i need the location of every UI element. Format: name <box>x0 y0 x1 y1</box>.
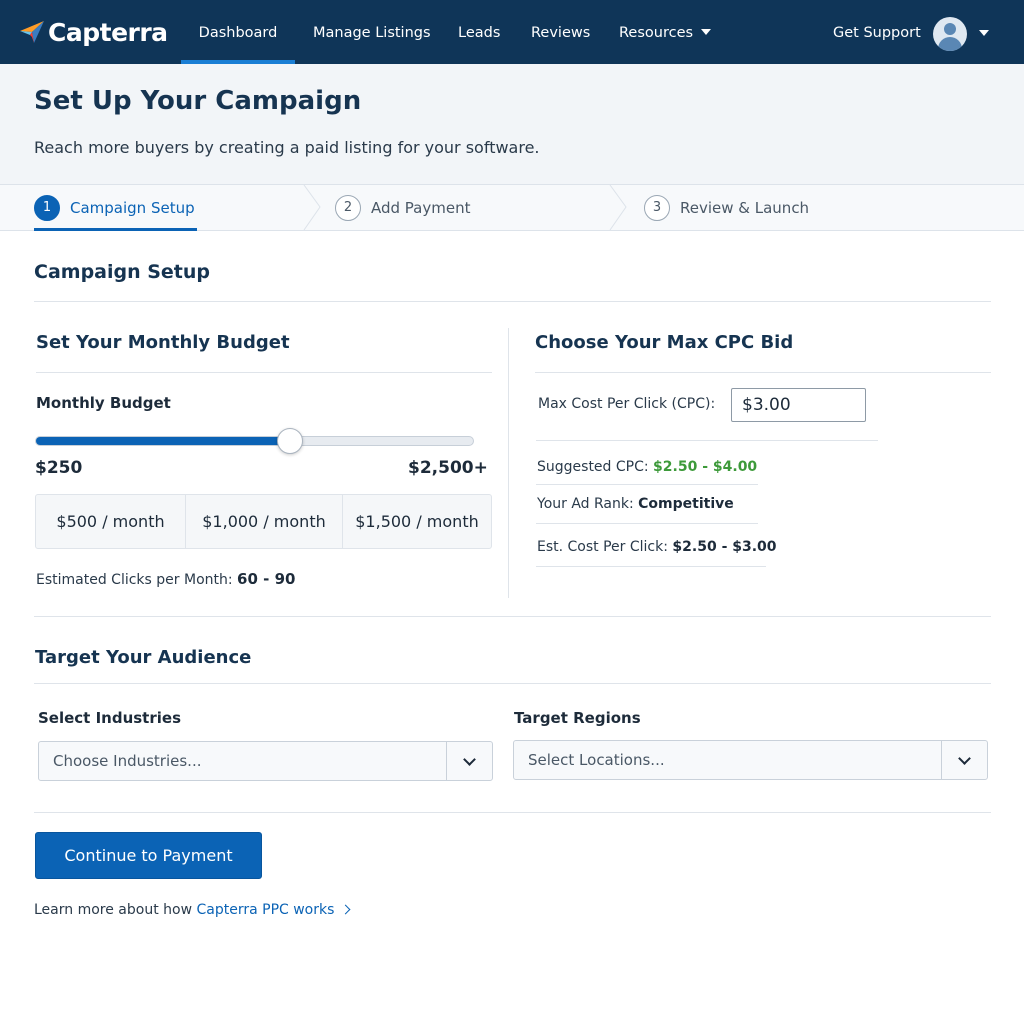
est-cpc-value: $2.50 - $3.00 <box>672 539 777 555</box>
divider <box>536 484 758 485</box>
step-label: Review & Launch <box>680 198 810 217</box>
suggested-cpc: Suggested CPC: $2.50 - $4.00 <box>537 459 757 475</box>
account-menu-chevron-icon[interactable] <box>979 30 989 36</box>
estimated-clicks-value: 60 - 90 <box>237 570 296 588</box>
estimated-clicks-label: Estimated Clicks per Month: <box>36 572 233 588</box>
max-cpc-input[interactable] <box>731 388 866 422</box>
divider <box>536 440 878 441</box>
max-cpc-label: Max Cost Per Click (CPC): <box>538 396 716 412</box>
step-label: Campaign Setup <box>70 198 195 217</box>
industries-dropdown-button[interactable] <box>446 742 492 780</box>
nav-dashboard[interactable]: Dashboard <box>181 0 295 64</box>
chevron-down-icon <box>701 29 712 35</box>
industries-label: Select Industries <box>38 709 181 727</box>
industries-placeholder: Choose Industries... <box>53 752 202 770</box>
continue-to-payment-button[interactable]: Continue to Payment <box>35 832 262 879</box>
divider <box>36 372 492 373</box>
budget-slider-track[interactable] <box>35 436 474 446</box>
step-review-launch[interactable]: 3 Review & Launch <box>644 185 809 230</box>
budget-slider-handle[interactable] <box>276 428 303 454</box>
regions-placeholder: Select Locations... <box>528 751 665 769</box>
nav-resources-label: Resources <box>619 25 694 41</box>
nav-resources[interactable]: Resources <box>619 0 712 64</box>
budget-section-title: Set Your Monthly Budget <box>36 332 290 353</box>
active-step-indicator <box>34 228 197 231</box>
learn-more: Learn more about how Capterra PPC works <box>34 902 351 918</box>
budget-option-500[interactable]: $500 / month <box>36 495 186 548</box>
divider <box>34 301 991 302</box>
chevron-down-icon <box>463 752 476 766</box>
divider <box>536 566 766 567</box>
divider <box>34 683 991 684</box>
page-header <box>0 64 1024 184</box>
industries-select[interactable]: Choose Industries... <box>38 741 493 781</box>
budget-option-1000[interactable]: $1,000 / month <box>186 495 343 548</box>
brand-name: Capterra <box>48 17 168 47</box>
monthly-budget-label: Monthly Budget <box>36 394 171 412</box>
nav-get-support[interactable]: Get Support <box>833 25 921 41</box>
top-navigation: Capterra Dashboard Manage Listings Leads… <box>0 0 1024 64</box>
step-add-payment[interactable]: 2 Add Payment <box>335 185 470 230</box>
campaign-setup-title: Campaign Setup <box>34 261 211 283</box>
page-subtitle: Reach more buyers by creating a paid lis… <box>34 138 540 157</box>
budget-slider-fill <box>36 437 291 445</box>
suggested-cpc-value: $2.50 - $4.00 <box>653 459 758 475</box>
cpc-section-title: Choose Your Max CPC Bid <box>535 332 794 353</box>
est-cost-per-click: Est. Cost Per Click: $2.50 - $3.00 <box>537 539 777 555</box>
audience-section-title: Target Your Audience <box>35 647 252 668</box>
column-divider <box>508 328 509 598</box>
step-number: 1 <box>34 194 60 221</box>
capterra-logo-icon <box>20 21 44 43</box>
page-title: Set Up Your Campaign <box>34 86 362 116</box>
step-separator-icon <box>609 185 627 230</box>
budget-option-1500[interactable]: $1,500 / month <box>355 512 479 531</box>
regions-select[interactable]: Select Locations... <box>513 740 988 780</box>
divider <box>535 372 991 373</box>
divider <box>34 812 991 813</box>
nav-leads[interactable]: Leads <box>458 25 501 41</box>
nav-manage-listings[interactable]: Manage Listings <box>313 25 431 41</box>
step-campaign-setup[interactable]: 1 Campaign Setup <box>34 185 195 230</box>
estimated-clicks: Estimated Clicks per Month: 60 - 90 <box>36 570 295 588</box>
ad-rank: Your Ad Rank: Competitive <box>537 496 734 512</box>
step-separator-icon <box>303 185 321 230</box>
chevron-down-icon <box>958 751 971 765</box>
divider <box>34 616 991 617</box>
chevron-right-icon[interactable] <box>340 904 351 915</box>
learn-more-link[interactable]: Capterra PPC works <box>196 902 335 918</box>
user-icon-body <box>938 37 962 51</box>
budget-max-label: $2,500+ <box>408 458 488 478</box>
step-number: 2 <box>335 194 361 221</box>
user-icon-head <box>944 23 956 35</box>
step-label: Add Payment <box>371 198 471 217</box>
ad-rank-value: Competitive <box>638 496 734 512</box>
divider <box>536 523 758 524</box>
est-cpc-label: Est. Cost Per Click: <box>537 539 668 555</box>
nav-reviews[interactable]: Reviews <box>531 25 591 41</box>
budget-preset-options: $500 / month $1,000 / month $1,500 / mon… <box>35 494 492 549</box>
regions-label: Target Regions <box>514 709 641 727</box>
step-number: 3 <box>644 194 670 221</box>
suggested-cpc-label: Suggested CPC: <box>537 459 649 475</box>
avatar[interactable] <box>933 17 967 51</box>
learn-more-prefix: Learn more about how <box>34 902 197 918</box>
budget-min-label: $250 <box>35 458 83 478</box>
progress-stepper: 1 Campaign Setup 2 Add Payment 3 Review … <box>0 184 1024 231</box>
brand-logo[interactable]: Capterra <box>18 14 168 50</box>
ad-rank-label: Your Ad Rank: <box>537 496 634 512</box>
regions-dropdown-button[interactable] <box>941 741 987 779</box>
